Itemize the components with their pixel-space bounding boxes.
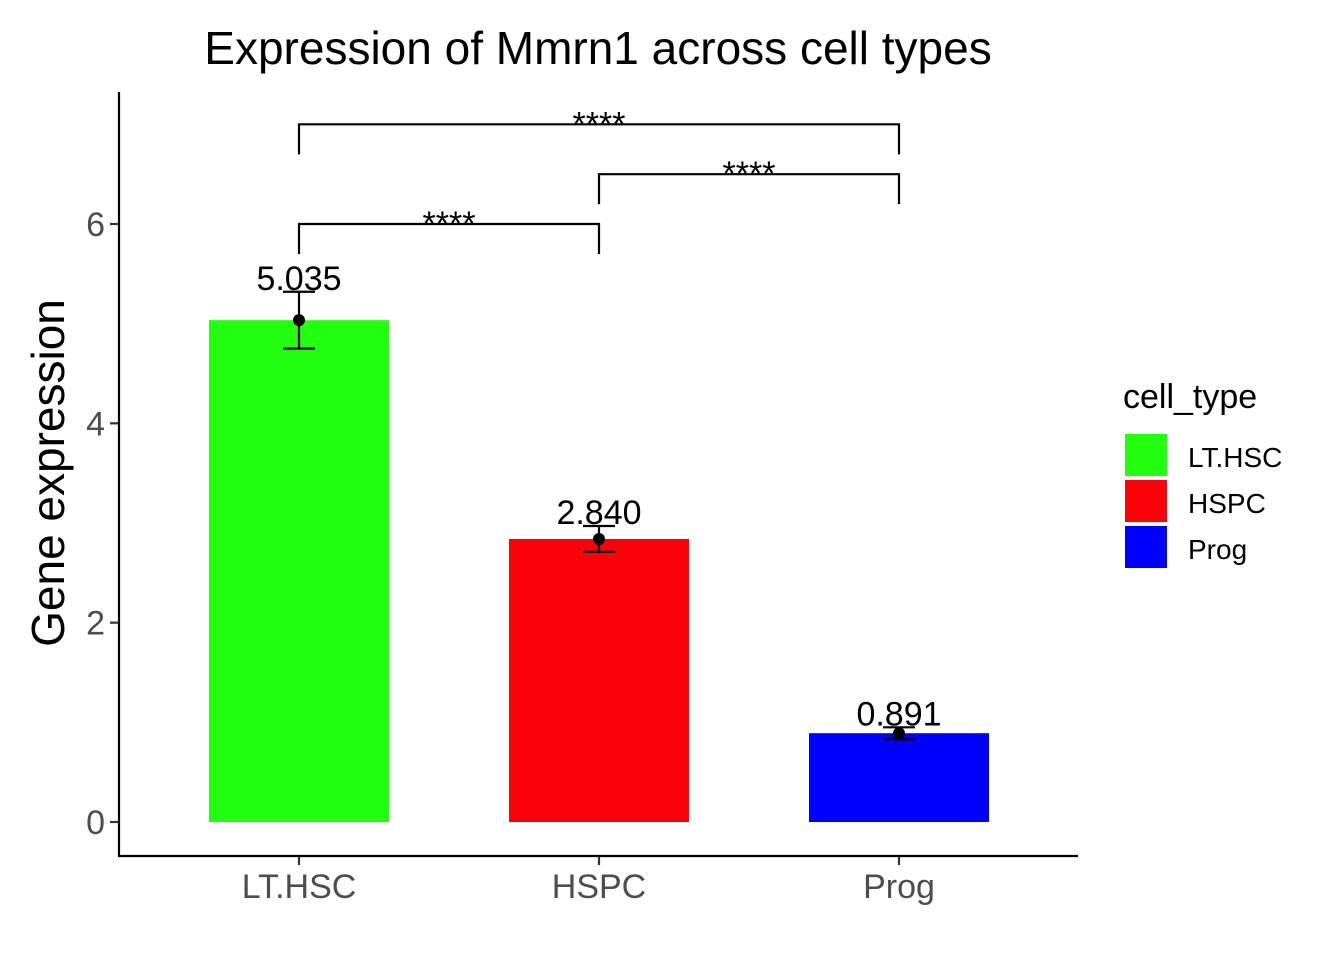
error-bar-lt-hsc — [283, 290, 315, 350]
mean-point — [293, 314, 305, 327]
legend-key — [1125, 434, 1167, 476]
value-label: 0.891 — [856, 695, 941, 733]
significance-bracket-line — [297, 222, 601, 254]
chart-title: Expression of Mmrn1 across cell types — [204, 22, 991, 74]
y-tick-label: 4 — [86, 405, 105, 443]
y-tick-label: 2 — [86, 605, 105, 643]
significance-bracket-1: **** — [297, 205, 601, 254]
y-axis-label: Gene expression — [22, 299, 74, 647]
mean-point — [593, 532, 605, 545]
legend-key — [1125, 480, 1167, 522]
significance-bracket-3: **** — [297, 105, 901, 155]
bar-hspc — [509, 538, 689, 822]
value-label: 5.035 — [256, 260, 341, 298]
bar-prog — [809, 733, 989, 822]
error-bar-hspc — [583, 524, 615, 554]
legend-item-label: HSPC — [1188, 488, 1266, 519]
value-label: 2.840 — [556, 494, 641, 532]
legend-item-label: Prog — [1188, 534, 1247, 565]
x-tick-label: Prog — [863, 868, 935, 906]
x-tick-label: LT.HSC — [242, 868, 357, 906]
error-bar-prog — [883, 726, 915, 741]
mean-point — [893, 727, 905, 740]
legend: cell_type LT.HSC HSPC Prog — [1123, 378, 1282, 568]
legend-title: cell_type — [1123, 378, 1257, 416]
legend-item-label: LT.HSC — [1188, 442, 1282, 473]
x-tick-label: HSPC — [552, 868, 646, 906]
legend-key — [1125, 526, 1167, 568]
significance-bracket-line — [597, 173, 901, 205]
significance-label: **** — [423, 205, 476, 243]
significance-label: **** — [723, 155, 776, 193]
significance-bracket-line — [297, 123, 901, 155]
bar-lt-hsc — [209, 320, 389, 822]
y-tick-label: 0 — [86, 804, 105, 842]
significance-label: **** — [573, 105, 626, 143]
significance-bracket-2: **** — [597, 155, 901, 205]
y-tick-label: 6 — [86, 206, 105, 244]
